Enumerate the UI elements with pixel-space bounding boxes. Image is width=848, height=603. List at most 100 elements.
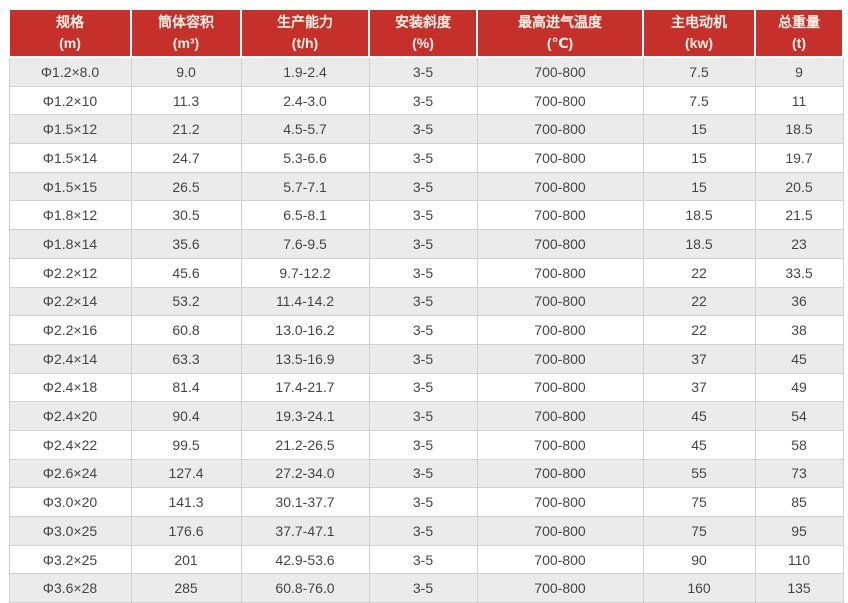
- table-cell: 42.9-53.6: [240, 544, 370, 575]
- table-row: Φ2.6×24 127.4 27.2-34.0 3-5 700-800 55 73: [8, 458, 844, 489]
- table-cell: 33.5: [754, 257, 844, 288]
- table-cell: 45: [754, 343, 844, 374]
- table-cell: Φ2.2×12: [8, 257, 132, 288]
- table-cell: Φ3.0×20: [8, 487, 132, 517]
- table-cell: 37.7-47.1: [240, 516, 370, 546]
- table-cell: 700-800: [476, 257, 644, 288]
- table-cell: 5.3-6.6: [240, 143, 370, 173]
- table-cell: 160: [642, 573, 756, 603]
- table-cell: 75: [642, 516, 756, 546]
- table-cell: Φ3.6×28: [8, 573, 132, 603]
- table-cell: 55: [642, 458, 756, 489]
- table-cell: 36: [754, 286, 844, 317]
- table-cell: 18.5: [754, 114, 844, 145]
- table-cell: Φ1.8×12: [8, 200, 132, 231]
- table-cell: 21.2-26.5: [240, 429, 370, 460]
- table-cell: 2.4-3.0: [240, 85, 370, 116]
- table-cell: 3-5: [368, 85, 478, 116]
- table-cell: Φ1.5×15: [8, 171, 132, 202]
- table-cell: 285: [130, 573, 242, 603]
- table-cell: 700-800: [476, 401, 644, 431]
- table-cell: Φ2.4×18: [8, 372, 132, 403]
- table-cell: 700-800: [476, 229, 644, 259]
- table-row: Φ3.6×28 285 60.8-76.0 3-5 700-800 160 135: [8, 573, 844, 603]
- table-cell: 700-800: [476, 573, 644, 603]
- table-row: Φ2.4×20 90.4 19.3-24.1 3-5 700-800 45 54: [8, 401, 844, 431]
- table-cell: 3-5: [368, 56, 478, 87]
- table-cell: 3-5: [368, 343, 478, 374]
- table-cell: 95: [754, 516, 844, 546]
- table-cell: 3-5: [368, 229, 478, 259]
- table-cell: 3-5: [368, 200, 478, 231]
- spec-table-body: Φ1.2×8.0 9.0 1.9-2.4 3-5 700-800 7.5 9 Φ1.2×10 1…: [8, 56, 844, 603]
- table-cell: 11.4-14.2: [240, 286, 370, 317]
- table-row: Φ1.5×12 21.2 4.5-5.7 3-5 700-800 15 18.5: [8, 114, 844, 145]
- table-cell: 37: [642, 343, 756, 374]
- table-cell: 58: [754, 429, 844, 460]
- table-row: Φ3.0×25 176.6 37.7-47.1 3-5 700-800 75 95: [8, 516, 844, 546]
- table-row: Φ1.2×8.0 9.0 1.9-2.4 3-5 700-800 7.5 9: [8, 56, 844, 87]
- table-cell: 30.5: [130, 200, 242, 231]
- table-cell: 5.7-7.1: [240, 171, 370, 202]
- table-cell: 7.5: [642, 85, 756, 116]
- table-cell: 26.5: [130, 171, 242, 202]
- table-cell: 15: [642, 171, 756, 202]
- table-row: Φ2.4×22 99.5 21.2-26.5 3-5 700-800 45 58: [8, 429, 844, 460]
- table-cell: Φ1.2×10: [8, 85, 132, 116]
- column-header-unit: (t/h): [291, 35, 319, 51]
- table-cell: 99.5: [130, 429, 242, 460]
- table-cell: 3-5: [368, 315, 478, 345]
- table-cell: 18.5: [642, 200, 756, 231]
- table-cell: 700-800: [476, 544, 644, 575]
- table-cell: 700-800: [476, 458, 644, 489]
- table-cell: 700-800: [476, 143, 644, 173]
- column-header: 最高进气温度 (℃): [476, 8, 644, 58]
- table-cell: 9.7-12.2: [240, 257, 370, 288]
- table-cell: Φ1.2×8.0: [8, 56, 132, 87]
- table-cell: 7.6-9.5: [240, 229, 370, 259]
- table-cell: Φ2.2×16: [8, 315, 132, 345]
- table-cell: 3-5: [368, 171, 478, 202]
- table-row: Φ1.8×14 35.6 7.6-9.5 3-5 700-800 18.5 23: [8, 229, 844, 259]
- table-cell: 81.4: [130, 372, 242, 403]
- table-cell: 22: [642, 315, 756, 345]
- table-cell: 4.5-5.7: [240, 114, 370, 145]
- table-cell: 700-800: [476, 286, 644, 317]
- table-row: Φ1.2×10 11.3 2.4-3.0 3-5 700-800 7.5 11: [8, 85, 844, 116]
- table-row: Φ1.8×12 30.5 6.5-8.1 3-5 700-800 18.5 21.5: [8, 200, 844, 231]
- table-cell: 53.2: [130, 286, 242, 317]
- table-cell: 201: [130, 544, 242, 575]
- table-cell: 20.5: [754, 171, 844, 202]
- column-header-title: 主电动机: [671, 14, 727, 30]
- table-cell: 176.6: [130, 516, 242, 546]
- table-cell: 3-5: [368, 401, 478, 431]
- table-cell: 21.5: [754, 200, 844, 231]
- table-cell: Φ2.4×22: [8, 429, 132, 460]
- table-cell: Φ1.5×14: [8, 143, 132, 173]
- table-cell: 27.2-34.0: [240, 458, 370, 489]
- table-cell: 9: [754, 56, 844, 87]
- table-cell: 141.3: [130, 487, 242, 517]
- table-cell: 700-800: [476, 429, 644, 460]
- table-cell: 3-5: [368, 573, 478, 603]
- column-header: 主电动机 (kw): [642, 8, 756, 58]
- column-header: 安装斜度 (%): [368, 8, 478, 58]
- table-cell: 700-800: [476, 343, 644, 374]
- table-cell: 3-5: [368, 516, 478, 546]
- table-row: Φ2.2×16 60.8 13.0-16.2 3-5 700-800 22 38: [8, 315, 844, 345]
- spec-table-header: 规格 (m) 筒体容积 (m³) 生产能力 (t/h) 安装斜度 (%) 最高进气温度 (℃) 主电…: [8, 8, 844, 58]
- table-cell: Φ3.2×25: [8, 544, 132, 575]
- spec-table: 规格 (m) 筒体容积 (m³) 生产能力 (t/h) 安装斜度 (%) 最高进气温度 (℃) 主电…: [8, 8, 844, 603]
- table-cell: 3-5: [368, 286, 478, 317]
- table-cell: 35.6: [130, 229, 242, 259]
- table-cell: 38: [754, 315, 844, 345]
- column-header-unit: (m³): [172, 35, 200, 51]
- table-cell: 63.3: [130, 343, 242, 374]
- column-header-title: 筒体容积: [158, 14, 214, 30]
- table-cell: 45.6: [130, 257, 242, 288]
- table-cell: 6.5-8.1: [240, 200, 370, 231]
- table-cell: 49: [754, 372, 844, 403]
- column-header: 筒体容积 (m³): [130, 8, 242, 58]
- column-header-title: 安装斜度: [395, 14, 451, 30]
